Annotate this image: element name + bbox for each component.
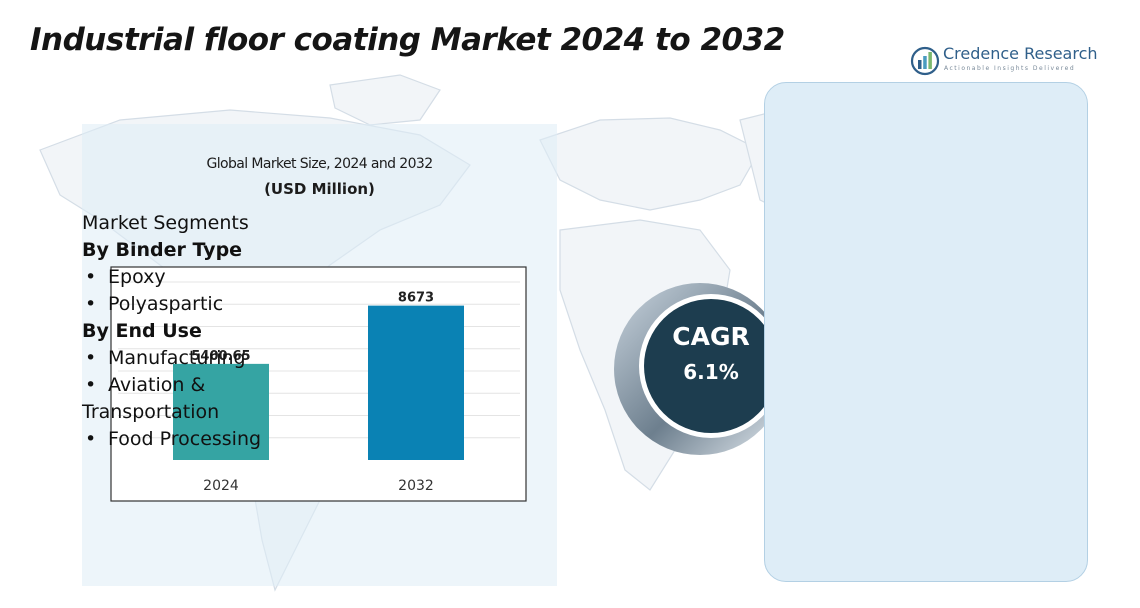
bullet-icon: • [85,428,97,450]
bullet-icon: • [85,347,97,369]
map-europe [539,117,761,211]
segment-item-label: Epoxy [108,266,166,288]
cagr-badge [614,283,786,455]
bullet-icon: • [85,293,97,315]
bar-2024 [173,363,269,460]
data-label-2024: 5400.65 [191,349,250,364]
segment-item-transportation: Transportation [82,401,220,423]
segment-item-polyaspartic: • Polyaspartic [82,291,322,318]
segment-item-label: Food Processing [108,428,262,450]
segment-group-binder-type: By Binder Type [82,239,243,261]
chart-unit-label: (USD Million) [264,180,375,198]
bar-2032 [368,305,464,460]
credence-logo-icon [910,46,940,76]
chart-title: Global Market Size, 2024 and 2032 [206,156,433,172]
bullet-icon: • [85,374,97,396]
logo-name: Credence Research [943,44,1098,63]
segment-item-food-processing: • Food Processing [82,426,322,453]
segment-item-label: Aviation & [108,374,206,396]
map-greenland [329,74,441,126]
bullet-icon: • [85,266,97,288]
page-title: Industrial floor coating Market 2024 to … [30,22,785,58]
cagr-circle [644,299,778,433]
bar-chart: 5400.65 2024 8673 2032 [110,266,527,502]
segment-item-aviation: • Aviation & [82,372,322,399]
segments-heading: Market Segments [82,212,249,234]
segment-item-label: Manufacturing [108,347,246,369]
segment-group-end-use: By End Use [82,320,202,342]
segments-list: Market Segments By Binder Type • Epoxy • P… [82,210,322,453]
segment-item-manufacturing: • Manufacturing [82,345,322,372]
logo-tagline: Actionable Insights Delivered [944,65,1076,72]
segment-item-label: Polyaspartic [108,293,224,315]
brand-logo: Credence Research Actionable Insights De… [910,44,1100,80]
cagr-label: CAGR [672,322,750,351]
segment-item-epoxy: • Epoxy [82,264,322,291]
x-tick-label-2032: 2032 [398,478,434,494]
cagr-value: 6.1% [683,360,739,384]
segments-panel [764,82,1088,582]
x-tick-label-2024: 2024 [203,478,239,494]
data-label-2032: 8673 [398,291,434,306]
